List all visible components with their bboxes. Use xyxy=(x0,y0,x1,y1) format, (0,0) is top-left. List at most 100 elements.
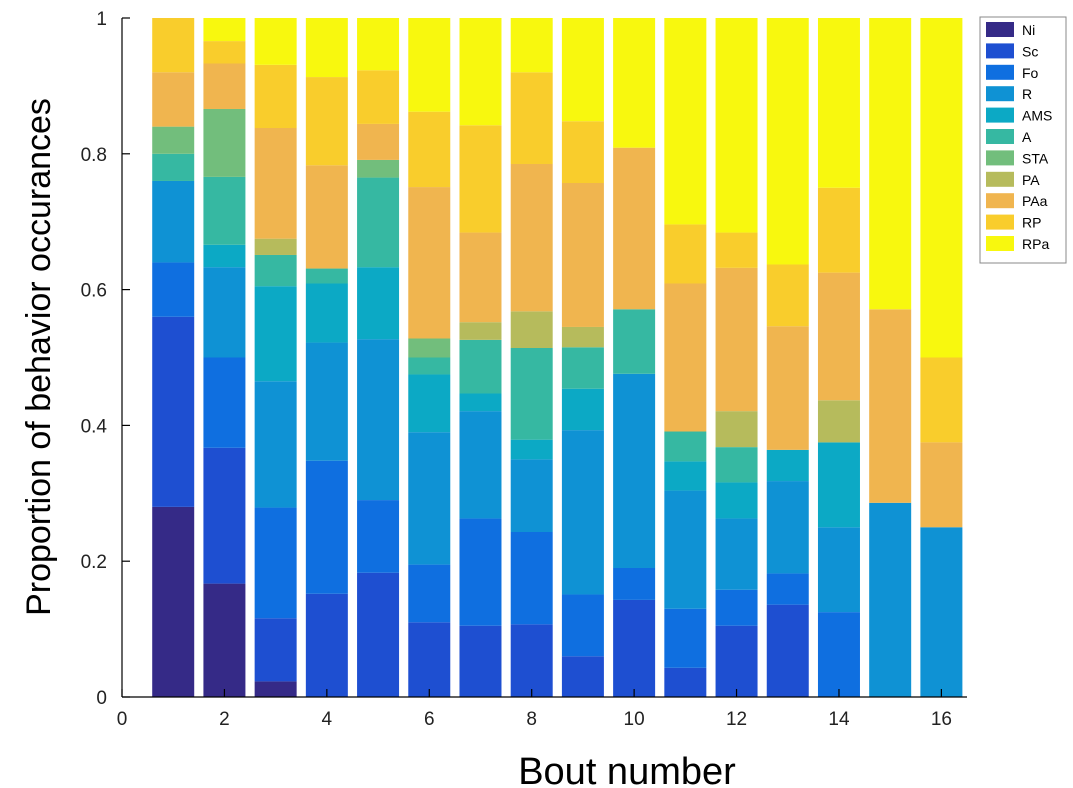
bar-segment-ams-bout-12 xyxy=(715,482,758,519)
bar-segment-paa-bout-15 xyxy=(869,309,912,503)
bar-segment-rp-bout-2 xyxy=(203,41,246,64)
bar-segment-ams-bout-7 xyxy=(459,393,502,412)
bar-segment-fo-bout-14 xyxy=(817,612,860,698)
legend-swatch-rpa xyxy=(986,236,1014,251)
bar-segment-r-bout-14 xyxy=(817,527,860,613)
bar-segment-paa-bout-10 xyxy=(613,147,656,310)
bar-segment-r-bout-8 xyxy=(510,459,553,532)
bar-segment-sta-bout-5 xyxy=(357,159,400,178)
bar-segment-fo-bout-11 xyxy=(664,608,707,668)
x-axis-title: Bout number xyxy=(518,751,736,788)
bar-segment-fo-bout-1 xyxy=(152,262,195,317)
bar-segment-r-bout-15 xyxy=(869,502,912,697)
bar-segment-a-bout-1 xyxy=(152,153,195,181)
bar-segment-sc-bout-7 xyxy=(459,625,502,697)
bar-segment-a-bout-3 xyxy=(254,254,297,287)
bar-segment-a-bout-12 xyxy=(715,447,758,483)
bar-segment-r-bout-16 xyxy=(920,527,963,697)
y-tick-label-0: 0 xyxy=(96,688,107,709)
bar-segment-r-bout-12 xyxy=(715,518,758,590)
bar-segment-sc-bout-1 xyxy=(152,316,195,507)
bar-segment-rpa-bout-8 xyxy=(510,18,553,73)
bar-segment-sc-bout-10 xyxy=(613,599,656,697)
bar-segment-a-bout-2 xyxy=(203,176,246,245)
bar-segment-sc-bout-4 xyxy=(305,593,348,697)
bar-segment-rpa-bout-7 xyxy=(459,18,502,126)
y-tick-label-1: 0.2 xyxy=(81,552,107,573)
bar-segment-fo-bout-2 xyxy=(203,357,246,448)
bar-segment-rpa-bout-6 xyxy=(408,18,451,112)
bar-segment-rpa-bout-9 xyxy=(561,18,604,122)
bar-segment-fo-bout-3 xyxy=(254,507,297,619)
legend-label-paa: PAa xyxy=(1022,193,1048,209)
bar-segment-sta-bout-6 xyxy=(408,338,451,358)
bar-segment-sc-bout-3 xyxy=(254,618,297,682)
bar-segment-sc-bout-12 xyxy=(715,625,758,697)
legend-label-rpa: RPa xyxy=(1022,236,1049,252)
bar-segment-ni-bout-1 xyxy=(152,506,195,697)
bar-segment-sc-bout-11 xyxy=(664,667,707,697)
bar-segment-rp-bout-6 xyxy=(408,111,451,188)
bar-segment-sc-bout-8 xyxy=(510,624,553,697)
bar-segment-ams-bout-4 xyxy=(305,283,348,343)
bar-segment-fo-bout-4 xyxy=(305,460,348,594)
bar-segment-sta-bout-2 xyxy=(203,108,246,177)
bar-segment-fo-bout-5 xyxy=(357,500,400,573)
legend-label-r: R xyxy=(1022,86,1032,102)
bar-segment-ams-bout-5 xyxy=(357,267,400,340)
bar-segment-rpa-bout-5 xyxy=(357,18,400,71)
legend-swatch-ni xyxy=(986,22,1014,37)
x-tick-label-14: 14 xyxy=(828,709,850,730)
bar-segment-a-bout-7 xyxy=(459,339,502,394)
bar-segment-sc-bout-9 xyxy=(561,656,604,697)
bar-segment-rp-bout-13 xyxy=(766,264,809,327)
bar-segment-paa-bout-6 xyxy=(408,187,451,339)
legend: Ni Sc Fo R AMS A STA PA PAa RP RPa xyxy=(979,16,1067,264)
bar-segment-rp-bout-5 xyxy=(357,70,400,124)
legend-swatch-r xyxy=(986,86,1014,102)
bar-segment-rp-bout-9 xyxy=(561,121,604,183)
bar-segment-a-bout-9 xyxy=(561,347,604,389)
legend-swatch-ams xyxy=(986,107,1014,123)
bar-segment-r-bout-7 xyxy=(459,411,502,519)
bar-segment-paa-bout-9 xyxy=(561,183,604,327)
bar-segment-r-bout-1 xyxy=(152,180,195,263)
x-tick-label-6: 6 xyxy=(424,709,435,730)
bar-segment-rpa-bout-11 xyxy=(664,18,707,225)
bar-segment-a-bout-5 xyxy=(357,177,400,268)
bar-segment-paa-bout-16 xyxy=(920,442,963,528)
bar-segment-a-bout-4 xyxy=(305,268,348,284)
y-tick-label-4: 0.8 xyxy=(81,145,107,166)
bar-segment-paa-bout-4 xyxy=(305,165,348,269)
bar-segment-ams-bout-13 xyxy=(766,449,809,482)
bar-segment-rpa-bout-13 xyxy=(766,18,809,265)
bar-segment-ams-bout-3 xyxy=(254,286,297,382)
x-tick-label-16: 16 xyxy=(931,709,952,730)
legend-label-pa: PA xyxy=(1022,172,1040,188)
legend-swatch-sta xyxy=(986,150,1014,166)
bar-segment-ni-bout-2 xyxy=(203,583,246,697)
x-tick-label-4: 4 xyxy=(322,709,333,730)
bar-segment-ams-bout-14 xyxy=(817,442,860,528)
bar-segment-pa-bout-12 xyxy=(715,411,758,448)
bar-segment-rp-bout-4 xyxy=(305,77,348,166)
y-tick-label-3: 0.6 xyxy=(81,281,107,302)
legend-label-ni: Ni xyxy=(1022,22,1035,38)
y-tick-label-2: 0.4 xyxy=(81,416,108,437)
bar-segment-rp-bout-8 xyxy=(510,72,553,164)
bar-segment-r-bout-3 xyxy=(254,381,297,508)
legend-label-sc: Sc xyxy=(1022,43,1038,59)
bar-segment-r-bout-9 xyxy=(561,430,604,595)
x-ticks: 0 2 4 6 8 10 12 14 16 xyxy=(117,689,952,730)
bar-segment-sc-bout-5 xyxy=(357,572,400,697)
bar-segment-a-bout-11 xyxy=(664,431,707,462)
x-tick-label-12: 12 xyxy=(726,709,747,730)
bar-segment-ams-bout-2 xyxy=(203,244,246,268)
bar-segment-rp-bout-1 xyxy=(152,18,195,73)
bar-segment-fo-bout-6 xyxy=(408,564,451,623)
bar-segment-pa-bout-3 xyxy=(254,238,297,255)
bars-layer xyxy=(152,18,963,698)
bar-segment-rpa-bout-16 xyxy=(920,18,963,358)
bar-segment-paa-bout-11 xyxy=(664,283,707,432)
